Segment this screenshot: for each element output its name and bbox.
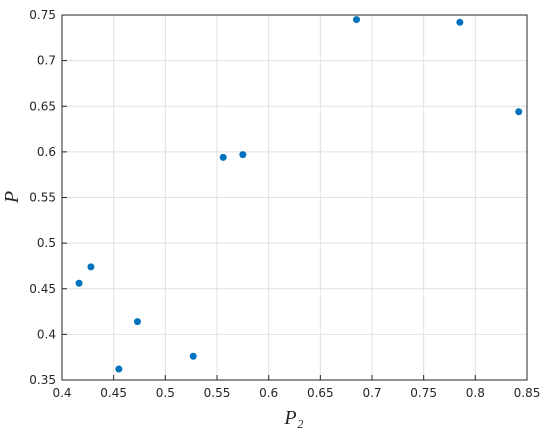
y-axis-label: P	[1, 191, 23, 204]
y-tick-label: 0.45	[29, 282, 56, 296]
x-tick-label: 0.8	[466, 386, 485, 400]
point	[75, 279, 83, 287]
y-tick-label: 0.65	[29, 99, 56, 113]
x-tick-label: 0.7	[362, 386, 381, 400]
x-tick-label: 0.55	[204, 386, 231, 400]
point	[87, 263, 95, 271]
point	[219, 153, 227, 161]
point	[133, 318, 141, 326]
y-tick-label: 0.4	[37, 327, 56, 341]
point	[239, 151, 247, 159]
x-tick-label: 0.75	[410, 386, 437, 400]
point	[353, 16, 360, 24]
y-tick-label: 0.6	[37, 145, 56, 159]
x-tick-label: 0.65	[307, 386, 334, 400]
point	[515, 108, 523, 116]
x-tick-label: 0.6	[259, 386, 278, 400]
point	[189, 352, 197, 360]
y-tick-label: 0.7	[37, 54, 56, 68]
x-tick-label: 0.4	[52, 386, 71, 400]
y-tick-label: 0.5	[37, 236, 56, 250]
x-tick-label: 0.5	[156, 386, 175, 400]
y-tick-label: 0.75	[29, 8, 56, 22]
point	[456, 18, 464, 26]
x-tick-label: 0.45	[100, 386, 127, 400]
y-tick-label: 0.35	[29, 373, 56, 387]
x-axis-label: P₂	[283, 407, 303, 429]
x-tick-label: 0.85	[514, 386, 541, 400]
plot-frame	[61, 14, 528, 381]
y-tick-label: 0.55	[29, 191, 56, 205]
point	[115, 365, 123, 373]
